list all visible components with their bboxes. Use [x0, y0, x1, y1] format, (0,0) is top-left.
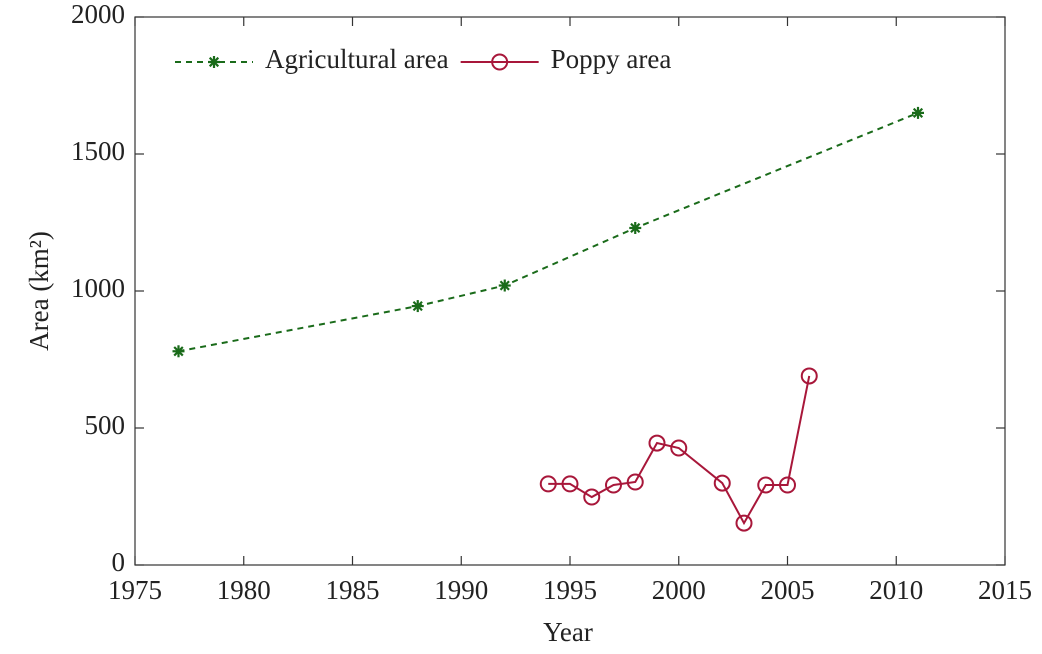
- x-tick-label: 1995: [543, 575, 597, 605]
- data-point: [583, 488, 601, 506]
- x-tick-label: 2015: [978, 575, 1032, 605]
- data-point: [605, 476, 622, 494]
- legend-label: Poppy area: [551, 44, 672, 74]
- data-point: [539, 475, 557, 493]
- x-axis-label: Year: [543, 617, 593, 647]
- series-line: [178, 111, 919, 353]
- marker-stroke: [912, 107, 924, 118]
- y-tick-label: 2000: [71, 0, 125, 29]
- x-tick-label: 1980: [217, 575, 271, 605]
- x-tick-label: 2010: [869, 575, 923, 605]
- marker-stroke: [412, 300, 423, 312]
- marker-stroke: [208, 56, 220, 68]
- marker-stroke: [630, 222, 641, 234]
- marker-stroke: [499, 280, 510, 291]
- data-point: [670, 439, 688, 457]
- data-point: [626, 473, 644, 491]
- plot-frame: [134, 16, 1006, 566]
- data-point: [561, 475, 579, 493]
- y-tick-label: 1000: [71, 273, 125, 303]
- data-point: [172, 345, 185, 358]
- y-tick-label: 500: [85, 410, 126, 440]
- legend-marker: [491, 53, 509, 71]
- data-point: [912, 106, 924, 119]
- marker-stroke: [173, 346, 184, 357]
- data-point: [757, 476, 775, 494]
- legend-label: Agricultural area: [265, 44, 449, 74]
- series-line: [548, 375, 811, 526]
- y-tick-label: 0: [112, 547, 126, 577]
- legend-marker: [208, 56, 220, 68]
- data-point: [735, 514, 753, 532]
- y-axis-label: Area (km²): [24, 231, 54, 351]
- data-point: [411, 300, 424, 313]
- x-tick-label: 2005: [761, 575, 815, 605]
- y-tick-label: 1500: [71, 136, 125, 166]
- data-point: [779, 476, 796, 494]
- x-tick-label: 1990: [434, 575, 488, 605]
- data-point: [800, 367, 818, 385]
- x-tick-label: 1975: [108, 575, 162, 605]
- data-point: [713, 474, 731, 492]
- data-point: [629, 221, 642, 234]
- x-tick-label: 1985: [326, 575, 380, 605]
- data-point: [648, 434, 666, 452]
- data-point: [498, 279, 511, 292]
- x-tick-label: 2000: [652, 575, 706, 605]
